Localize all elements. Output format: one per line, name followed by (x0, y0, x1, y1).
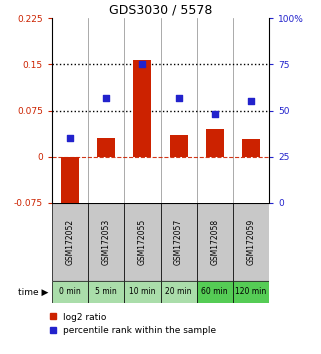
Text: GSM172053: GSM172053 (102, 219, 111, 265)
Bar (97, 138, 115, 157)
Text: time ▶: time ▶ (18, 287, 49, 297)
Bar (88, 281, 124, 303)
Text: 120 min: 120 min (235, 287, 266, 297)
Bar (233, 281, 269, 303)
Text: 60 min: 60 min (202, 287, 228, 297)
Bar (160, 281, 197, 303)
Bar (124, 203, 160, 281)
Bar (233, 203, 269, 281)
Bar (242, 139, 260, 157)
Bar (169, 135, 188, 157)
Bar (160, 203, 197, 281)
Text: GSM172055: GSM172055 (138, 219, 147, 265)
Text: GSM172059: GSM172059 (247, 219, 256, 265)
Bar (197, 281, 233, 303)
Bar (61, 157, 79, 212)
Text: GSM172058: GSM172058 (210, 219, 219, 265)
Text: 0 min: 0 min (59, 287, 81, 297)
Bar (124, 281, 160, 303)
Bar (88, 203, 124, 281)
Title: GDS3030 / 5578: GDS3030 / 5578 (109, 4, 212, 17)
Bar (206, 129, 224, 157)
Bar (197, 203, 233, 281)
Point (67, 136, 73, 141)
Point (248, 98, 254, 104)
Text: GSM172052: GSM172052 (65, 219, 74, 265)
Bar (52, 281, 88, 303)
Point (140, 61, 145, 67)
Point (212, 112, 217, 117)
Text: GSM172057: GSM172057 (174, 219, 183, 265)
Legend: log2 ratio, percentile rank within the sample: log2 ratio, percentile rank within the s… (50, 313, 216, 335)
Bar (133, 60, 152, 157)
Bar (52, 203, 88, 281)
Text: 20 min: 20 min (165, 287, 192, 297)
Point (104, 95, 109, 101)
Text: 10 min: 10 min (129, 287, 156, 297)
Text: 5 min: 5 min (95, 287, 117, 297)
Point (176, 95, 181, 101)
